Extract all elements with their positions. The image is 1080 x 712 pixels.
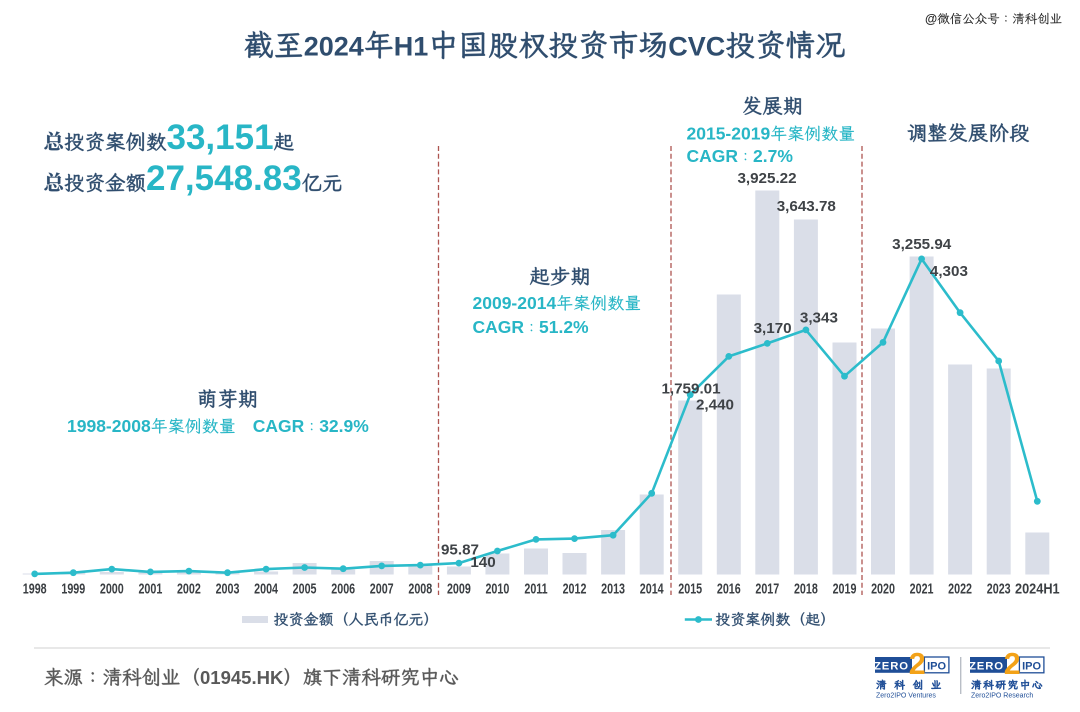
- svg-text:3,255.94: 3,255.94: [892, 236, 952, 253]
- svg-text:2012: 2012: [563, 580, 587, 597]
- svg-text:2009-2014: 2009-2014: [473, 293, 557, 313]
- svg-text:2.7%: 2.7%: [753, 146, 793, 166]
- svg-text:2023: 2023: [987, 580, 1011, 597]
- svg-text:01945.HK: 01945.HK: [200, 667, 284, 688]
- svg-text:2004: 2004: [254, 580, 279, 597]
- svg-text:3,643.78: 3,643.78: [777, 198, 836, 215]
- svg-text:Zero2IPO Research: Zero2IPO Research: [971, 693, 1033, 700]
- svg-text:2010: 2010: [485, 580, 509, 597]
- svg-text:2020: 2020: [871, 580, 895, 597]
- svg-text:27,548.83: 27,548.83: [146, 159, 302, 198]
- svg-text:@: @: [925, 12, 937, 26]
- svg-text:2: 2: [909, 647, 926, 681]
- svg-text:140: 140: [470, 554, 495, 571]
- svg-text:4,303: 4,303: [930, 263, 968, 280]
- svg-text:2014: 2014: [640, 580, 665, 597]
- svg-text:CAGR: CAGR: [473, 317, 525, 337]
- svg-text:Zero2IPO Ventures: Zero2IPO Ventures: [876, 693, 936, 700]
- svg-text:95.87: 95.87: [441, 542, 479, 559]
- svg-text:1,759.01: 1,759.01: [661, 381, 721, 398]
- svg-text:2024: 2024: [304, 32, 364, 62]
- svg-text:2016: 2016: [717, 580, 741, 597]
- svg-text:32.9%: 32.9%: [319, 416, 369, 436]
- svg-text:CAGR: CAGR: [253, 416, 305, 436]
- svg-text:2002: 2002: [177, 580, 201, 597]
- svg-text:2001: 2001: [138, 580, 162, 597]
- svg-text:51.2%: 51.2%: [539, 317, 589, 337]
- svg-text:2007: 2007: [370, 580, 394, 597]
- svg-text:2021: 2021: [910, 580, 934, 597]
- svg-text:2: 2: [1004, 647, 1021, 681]
- svg-text:1998-2008: 1998-2008: [67, 416, 151, 436]
- svg-text:3,170: 3,170: [754, 320, 792, 337]
- svg-text:2005: 2005: [293, 580, 317, 597]
- svg-text:2022: 2022: [948, 580, 972, 597]
- svg-text:2024H1: 2024H1: [1015, 581, 1060, 597]
- svg-text:2011: 2011: [524, 580, 547, 597]
- svg-text:1998: 1998: [23, 580, 47, 597]
- svg-text:2,440: 2,440: [696, 397, 734, 414]
- svg-text:2006: 2006: [331, 580, 355, 597]
- svg-text:CAGR: CAGR: [687, 146, 739, 166]
- svg-text:1999: 1999: [61, 580, 85, 597]
- svg-text:ZERO: ZERO: [874, 660, 909, 672]
- svg-text:3,925.22: 3,925.22: [737, 170, 796, 187]
- svg-text:2015-2019: 2015-2019: [687, 124, 771, 144]
- svg-text:33,151: 33,151: [167, 118, 274, 157]
- svg-text:IPO: IPO: [1022, 660, 1041, 672]
- svg-text:2000: 2000: [100, 580, 124, 597]
- svg-text:3,343: 3,343: [800, 310, 838, 327]
- svg-text:2017: 2017: [755, 580, 779, 597]
- svg-text:CVC: CVC: [668, 32, 725, 62]
- svg-text:2015: 2015: [678, 580, 702, 597]
- svg-text:IPO: IPO: [927, 660, 946, 672]
- svg-text:2013: 2013: [601, 580, 625, 597]
- svg-text:2008: 2008: [408, 580, 432, 597]
- svg-text:2009: 2009: [447, 580, 471, 597]
- svg-text:ZERO: ZERO: [969, 660, 1004, 672]
- svg-text:2003: 2003: [216, 580, 240, 597]
- svg-text:2019: 2019: [833, 580, 857, 597]
- svg-text:H1: H1: [394, 32, 429, 62]
- svg-text:2018: 2018: [794, 580, 818, 597]
